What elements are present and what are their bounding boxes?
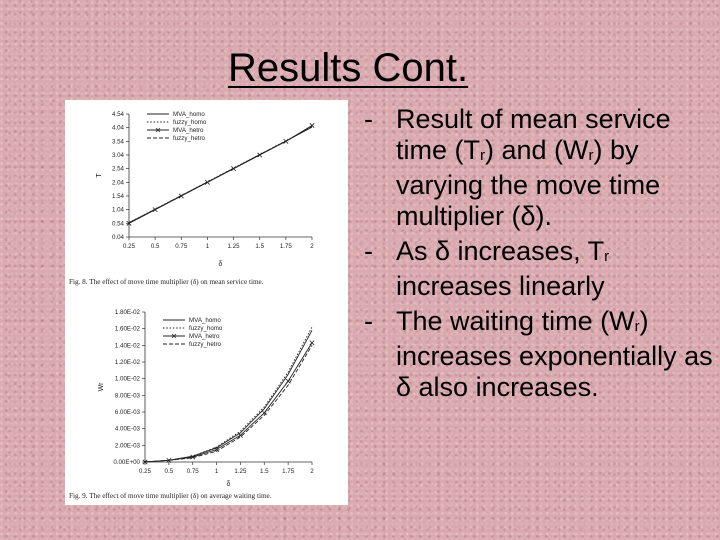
bullet-marker: - [364,104,373,134]
bullet-text: ) by varying the move time multiplier (δ… [396,135,661,231]
x-tick-label: 0.25 [123,243,136,250]
legend-label: MVA_homo [173,111,205,118]
x-axis-label: δ [227,481,231,488]
x-tick-label: 0.5 [165,468,174,475]
subscript-text: r [634,318,640,335]
legend-marker [155,127,161,133]
subscript-text: r [588,147,594,164]
data-point-marker [261,410,267,416]
series-line-fuzzy-hetro [128,126,313,224]
legend-label: fuzzy_hetro [173,135,206,142]
y-tick-label: 2.04 [112,179,125,186]
y-tick-label: 4.54 [112,111,125,118]
x-tick-label: 1 [215,468,219,475]
y-tick-label: 0.00E+00 [113,459,140,466]
y-tick-label: 1.00E-02 [115,376,141,383]
bullet-item: - Result of mean service time (Tr) and (W… [364,104,716,232]
x-tick-label: 2 [310,468,314,475]
bullet-item: - As δ increases, Tr increases linearly [364,236,716,302]
data-point-marker [309,340,315,346]
subscript-text: r [480,147,485,164]
x-tick-label: 1.75 [282,468,295,475]
x-tick-label: 1.25 [234,468,247,475]
y-tick-label: 0.54 [112,220,125,227]
legend-label: fuzzy_homo [173,119,207,126]
y-tick-label: 3.04 [112,152,125,159]
figure-svg: 0.04 0.54 1.04 1.54 2.04 2.54 3.04 3.54 4.04 4.54… [69,111,315,500]
legend-label: MVA_homo [189,317,221,324]
x-tick-label: 1.25 [228,243,241,250]
bullet-text: ) and (W [485,135,589,165]
figure-caption: Fig. 9. The effect of move time multipli… [69,492,272,500]
x-tick-label: 1.5 [255,243,264,250]
data-point-marker [190,454,196,460]
y-tick-label: 1.54 [112,193,125,200]
y-tick-label: 1.20E-02 [115,359,141,366]
bullet-marker: - [364,236,373,266]
y-tick-label: 8.00E-03 [115,392,141,399]
figure-panel: 0.04 0.54 1.04 1.54 2.04 2.54 3.04 3.54 4.04 4.54… [65,100,348,505]
bullet-list: - Result of mean service time (Tr) and (W… [364,104,716,407]
x-axis-label: δ [219,261,223,268]
x-tick-label: 2 [310,243,314,250]
y-tick-label: 3.54 [112,138,125,145]
bullet-text: increases linearly [396,271,605,301]
y-tick-label: 4.04 [112,125,125,132]
y-tick-label: 1.80E-02 [115,309,141,316]
x-tick-label: 0.25 [139,468,152,475]
y-tick-label: 0.04 [112,234,125,241]
chart-mean-service-time: 0.04 0.54 1.04 1.54 2.04 2.54 3.04 3.54 4.04 4.54… [69,111,315,286]
y-axis-label: T [96,173,103,178]
bullet-text: The waiting time (W [396,306,635,336]
legend-label: MVA_hetro [189,333,220,340]
y-tick-label: 1.40E-02 [115,342,141,349]
series-line-fuzzy-hetro [144,345,313,463]
data-point-marker [214,447,220,452]
chart-average-waiting-time: 0.00E+00 2.00E-03 4.00E-03 6.00E-03 8.00E-03… [69,309,315,500]
x-tick-label: 0.75 [175,243,188,250]
x-tick-label: 1.5 [260,468,269,475]
y-tick-label: 1.04 [112,207,125,214]
bullet-text: ) increases exponentially as δ also incr… [396,306,713,402]
x-tick-label: 0.5 [151,243,160,250]
bullet-text: Result of mean service time (T [396,104,671,165]
y-tick-label: 2.54 [112,166,125,173]
y-tick-label: 6.00E-03 [115,409,141,416]
bullet-text: As δ increases, T [396,236,605,266]
x-tick-label: 1.75 [280,243,293,250]
series-line-fuzzy-homo [144,326,313,463]
bullet-item: - The waiting time (Wr) increases exponen… [364,306,716,403]
figure-caption: Fig. 8. The effect of move time multipli… [69,278,264,286]
x-tick-label: 0.75 [187,468,200,475]
y-tick-label: 1.60E-02 [115,326,141,333]
legend-label: fuzzy_hetro [189,341,222,348]
data-point-marker [166,457,172,463]
subscript-text: r [604,248,610,265]
bullet-marker: - [364,306,373,336]
legend-label: MVA_hetro [173,127,204,134]
y-tick-label: 2.00E-03 [115,442,141,449]
y-tick-label: 4.00E-03 [115,426,141,433]
data-point-marker [237,432,243,438]
legend-label: fuzzy_homo [189,325,223,332]
y-axis-label: Wr [98,382,105,391]
legend-marker [171,333,177,339]
x-tick-label: 1 [206,243,210,250]
page-title: Results Cont. [228,46,469,90]
